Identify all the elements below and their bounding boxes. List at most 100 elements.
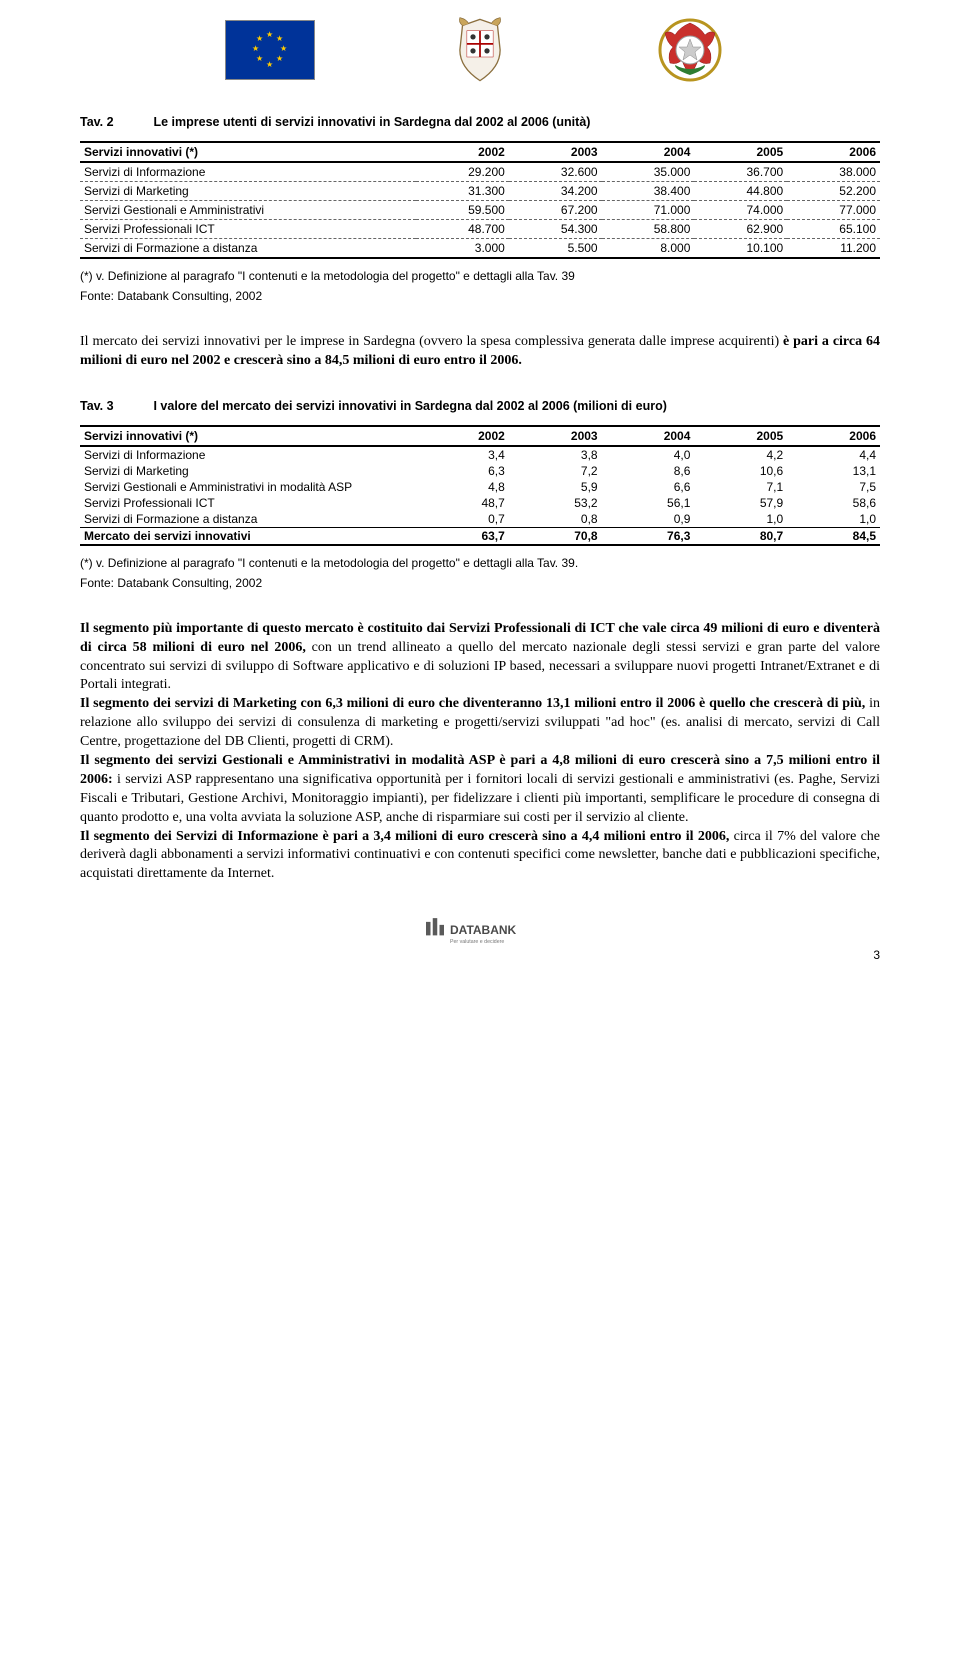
cell-value: 1,0: [694, 511, 787, 528]
table-total-row: Mercato dei servizi innovativi63,770,876…: [80, 527, 880, 545]
cell-value: 65.100: [787, 220, 880, 239]
cell-value: 13,1: [787, 463, 880, 479]
table3-tav-label: Tav. 3: [80, 399, 150, 413]
row-label: Servizi Professionali ICT: [80, 220, 416, 239]
cell-value: 31.300: [416, 182, 509, 201]
table-row: Servizi di Marketing31.30034.20038.40044…: [80, 182, 880, 201]
cell-value: 7,1: [694, 479, 787, 495]
table-row: Servizi di Marketing6,37,28,610,613,1: [80, 463, 880, 479]
table3-source: Fonte: Databank Consulting, 2002: [80, 576, 880, 590]
table3-year-0: 2002: [416, 426, 509, 446]
paragraph-1: Il mercato dei servizi innovativi per le…: [80, 333, 880, 371]
cell-value: 58,6: [787, 495, 880, 511]
databank-logo: DATABANK Per valutare e decidere: [420, 914, 540, 962]
italy-emblem-logo: [645, 20, 735, 80]
table2-year-1: 2003: [509, 142, 602, 162]
table3-footnote: (*) v. Definizione al paragrafo "I conte…: [80, 556, 880, 570]
cell-value: 29.200: [416, 162, 509, 182]
table-row: Servizi di Formazione a distanza3.0005.5…: [80, 239, 880, 259]
total-value: 80,7: [694, 527, 787, 545]
eu-flag-logo: ★ ★ ★ ★ ★ ★ ★ ★: [225, 20, 315, 80]
cell-value: 6,6: [602, 479, 695, 495]
cell-value: 57,9: [694, 495, 787, 511]
cell-value: 5,9: [509, 479, 602, 495]
table3-year-3: 2005: [694, 426, 787, 446]
cell-value: 67.200: [509, 201, 602, 220]
table2-year-4: 2006: [787, 142, 880, 162]
table-row: Servizi Gestionali e Amministrativi in m…: [80, 479, 880, 495]
cell-value: 59.500: [416, 201, 509, 220]
cell-value: 4,2: [694, 446, 787, 463]
row-label: Servizi di Formazione a distanza: [80, 511, 416, 528]
cell-value: 62.900: [694, 220, 787, 239]
total-label: Mercato dei servizi innovativi: [80, 527, 416, 545]
cell-value: 36.700: [694, 162, 787, 182]
cell-value: 10,6: [694, 463, 787, 479]
cell-value: 58.800: [602, 220, 695, 239]
total-value: 76,3: [602, 527, 695, 545]
cell-value: 54.300: [509, 220, 602, 239]
table2-section: Tav. 2 Le imprese utenti di servizi inno…: [80, 115, 880, 303]
row-label: Servizi di Informazione: [80, 446, 416, 463]
table2-footnote: (*) v. Definizione al paragrafo "I conte…: [80, 269, 880, 283]
table-row: Servizi Professionali ICT48,753,256,157,…: [80, 495, 880, 511]
table3-header-label: Servizi innovativi (*): [80, 426, 416, 446]
footer: DATABANK Per valutare e decidere 3: [80, 914, 880, 962]
table3-year-1: 2003: [509, 426, 602, 446]
table2: Servizi innovativi (*) 2002 2003 2004 20…: [80, 141, 880, 259]
table3-title-text: I valore del mercato dei servizi innovat…: [153, 399, 666, 413]
table2-year-0: 2002: [416, 142, 509, 162]
cell-value: 44.800: [694, 182, 787, 201]
cell-value: 32.600: [509, 162, 602, 182]
para2-bold-3: Il segmento dei Servizi di Informazione …: [80, 829, 729, 844]
cell-value: 8.000: [602, 239, 695, 259]
cell-value: 1,0: [787, 511, 880, 528]
table-row: Servizi Professionali ICT48.70054.30058.…: [80, 220, 880, 239]
table2-title: Tav. 2 Le imprese utenti di servizi inno…: [80, 115, 880, 129]
footer-brand-text: DATABANK: [450, 923, 517, 937]
table-row: Servizi di Formazione a distanza0,70,80,…: [80, 511, 880, 528]
table2-source: Fonte: Databank Consulting, 2002: [80, 289, 880, 303]
sardegna-crest-logo: [435, 20, 525, 80]
footer-tagline-text: Per valutare e decidere: [450, 939, 504, 945]
cell-value: 4,8: [416, 479, 509, 495]
total-value: 63,7: [416, 527, 509, 545]
cell-value: 0,8: [509, 511, 602, 528]
table2-header-label: Servizi innovativi (*): [80, 142, 416, 162]
total-value: 84,5: [787, 527, 880, 545]
cell-value: 48.700: [416, 220, 509, 239]
para1-pre: Il mercato dei servizi innovativi per le…: [80, 334, 783, 349]
table3-year-4: 2006: [787, 426, 880, 446]
cell-value: 7,2: [509, 463, 602, 479]
table3-year-2: 2004: [602, 426, 695, 446]
para2-text-2: i servizi ASP rappresentano una signific…: [80, 772, 880, 825]
row-label: Servizi di Marketing: [80, 463, 416, 479]
row-label: Servizi Professionali ICT: [80, 495, 416, 511]
cell-value: 77.000: [787, 201, 880, 220]
row-label: Servizi Gestionali e Amministrativi: [80, 201, 416, 220]
cell-value: 10.100: [694, 239, 787, 259]
cell-value: 71.000: [602, 201, 695, 220]
table3-title: Tav. 3 I valore del mercato dei servizi …: [80, 399, 880, 413]
cell-value: 4,4: [787, 446, 880, 463]
table2-year-3: 2005: [694, 142, 787, 162]
cell-value: 34.200: [509, 182, 602, 201]
cell-value: 3.000: [416, 239, 509, 259]
total-value: 70,8: [509, 527, 602, 545]
page-number: 3: [873, 948, 880, 962]
cell-value: 38.400: [602, 182, 695, 201]
cell-value: 0,9: [602, 511, 695, 528]
cell-value: 4,0: [602, 446, 695, 463]
cell-value: 38.000: [787, 162, 880, 182]
paragraph-2: Il segmento più importante di questo mer…: [80, 620, 880, 884]
header-logos: ★ ★ ★ ★ ★ ★ ★ ★: [80, 20, 880, 80]
table2-year-2: 2004: [602, 142, 695, 162]
cell-value: 52.200: [787, 182, 880, 201]
cell-value: 3,4: [416, 446, 509, 463]
table2-tav-label: Tav. 2: [80, 115, 150, 129]
cell-value: 7,5: [787, 479, 880, 495]
row-label: Servizi Gestionali e Amministrativi in m…: [80, 479, 416, 495]
table2-title-text: Le imprese utenti di servizi innovativi …: [153, 115, 590, 129]
para2-bold-1: Il segmento dei servizi di Marketing con…: [80, 696, 865, 711]
table-row: Servizi di Informazione3,43,84,04,24,4: [80, 446, 880, 463]
